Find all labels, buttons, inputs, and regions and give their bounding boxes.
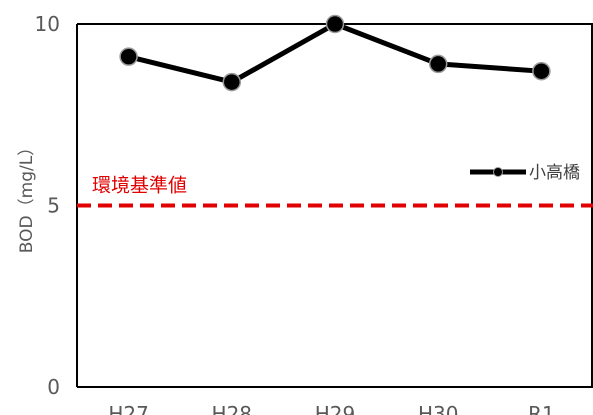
y-tick-label: 5 [47, 194, 60, 218]
reference-line-label: 環境基準値 [92, 175, 187, 197]
y-axis-label: BOD（mg/L） [17, 139, 37, 253]
series-group [119, 14, 551, 92]
data-point [222, 72, 242, 92]
x-tick-label: H29 [315, 402, 356, 415]
legend: 小高橋 [470, 163, 580, 183]
data-point [532, 61, 551, 81]
x-tick-label: H28 [212, 402, 253, 415]
legend-label: 小高橋 [529, 163, 580, 183]
y-tick-label: 10 [35, 12, 60, 36]
x-tick-label: H27 [108, 402, 149, 415]
reference-line-group: 環境基準値 [77, 175, 593, 208]
x-tick-label: R1 [528, 402, 555, 415]
data-point [119, 47, 138, 66]
x-tick-label: H30 [418, 402, 459, 415]
data-point [428, 54, 448, 74]
y-tick-label: 0 [47, 375, 60, 399]
legend-marker [493, 167, 503, 177]
y-tick-labels: 0 5 10 [35, 12, 60, 399]
x-tick-labels: H27 H28 H29 H30 R1 [108, 402, 554, 415]
data-point [325, 14, 345, 34]
